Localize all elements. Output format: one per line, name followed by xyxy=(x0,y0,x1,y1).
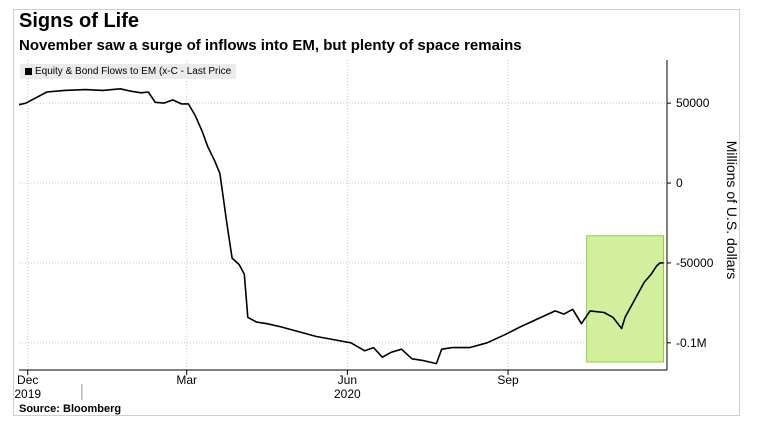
chart-title: Signs of Life xyxy=(19,10,139,32)
y-tick-label: -50000 xyxy=(676,256,714,270)
series-layer xyxy=(18,88,664,365)
y-axis-ticks: 50000 0 -50000 -0.1M xyxy=(667,96,714,350)
chart-frame xyxy=(13,9,740,416)
x-tick-label: Sep xyxy=(497,373,519,387)
x-year-label: 2020 xyxy=(334,387,361,401)
y-tick-label: 0 xyxy=(676,176,683,190)
legend-label: Equity & Bond Flows to EM (x-C - Last Pr… xyxy=(35,66,232,77)
y-tick-label: 50000 xyxy=(676,96,710,110)
highlight-box xyxy=(586,235,665,363)
x-year-label: 2019 xyxy=(14,387,41,401)
grid-lines xyxy=(19,60,667,370)
chart-legend: Equity & Bond Flows to EM (x-C - Last Pr… xyxy=(20,64,237,79)
legend-swatch xyxy=(25,68,32,75)
x-tick-label: Dec xyxy=(17,373,38,387)
axes xyxy=(19,60,668,371)
x-tick-label: Mar xyxy=(176,373,197,387)
source-note: Source: Bloomberg xyxy=(19,403,122,415)
y-axis-label: Millions of U.S. dollars xyxy=(724,141,740,280)
y-tick-label: -0.1M xyxy=(676,336,707,350)
x-tick-label: Jun xyxy=(338,373,357,387)
chart-subtitle: November saw a surge of inflows into EM,… xyxy=(19,37,522,54)
highlight-layer xyxy=(586,235,665,363)
series-line xyxy=(18,88,664,365)
